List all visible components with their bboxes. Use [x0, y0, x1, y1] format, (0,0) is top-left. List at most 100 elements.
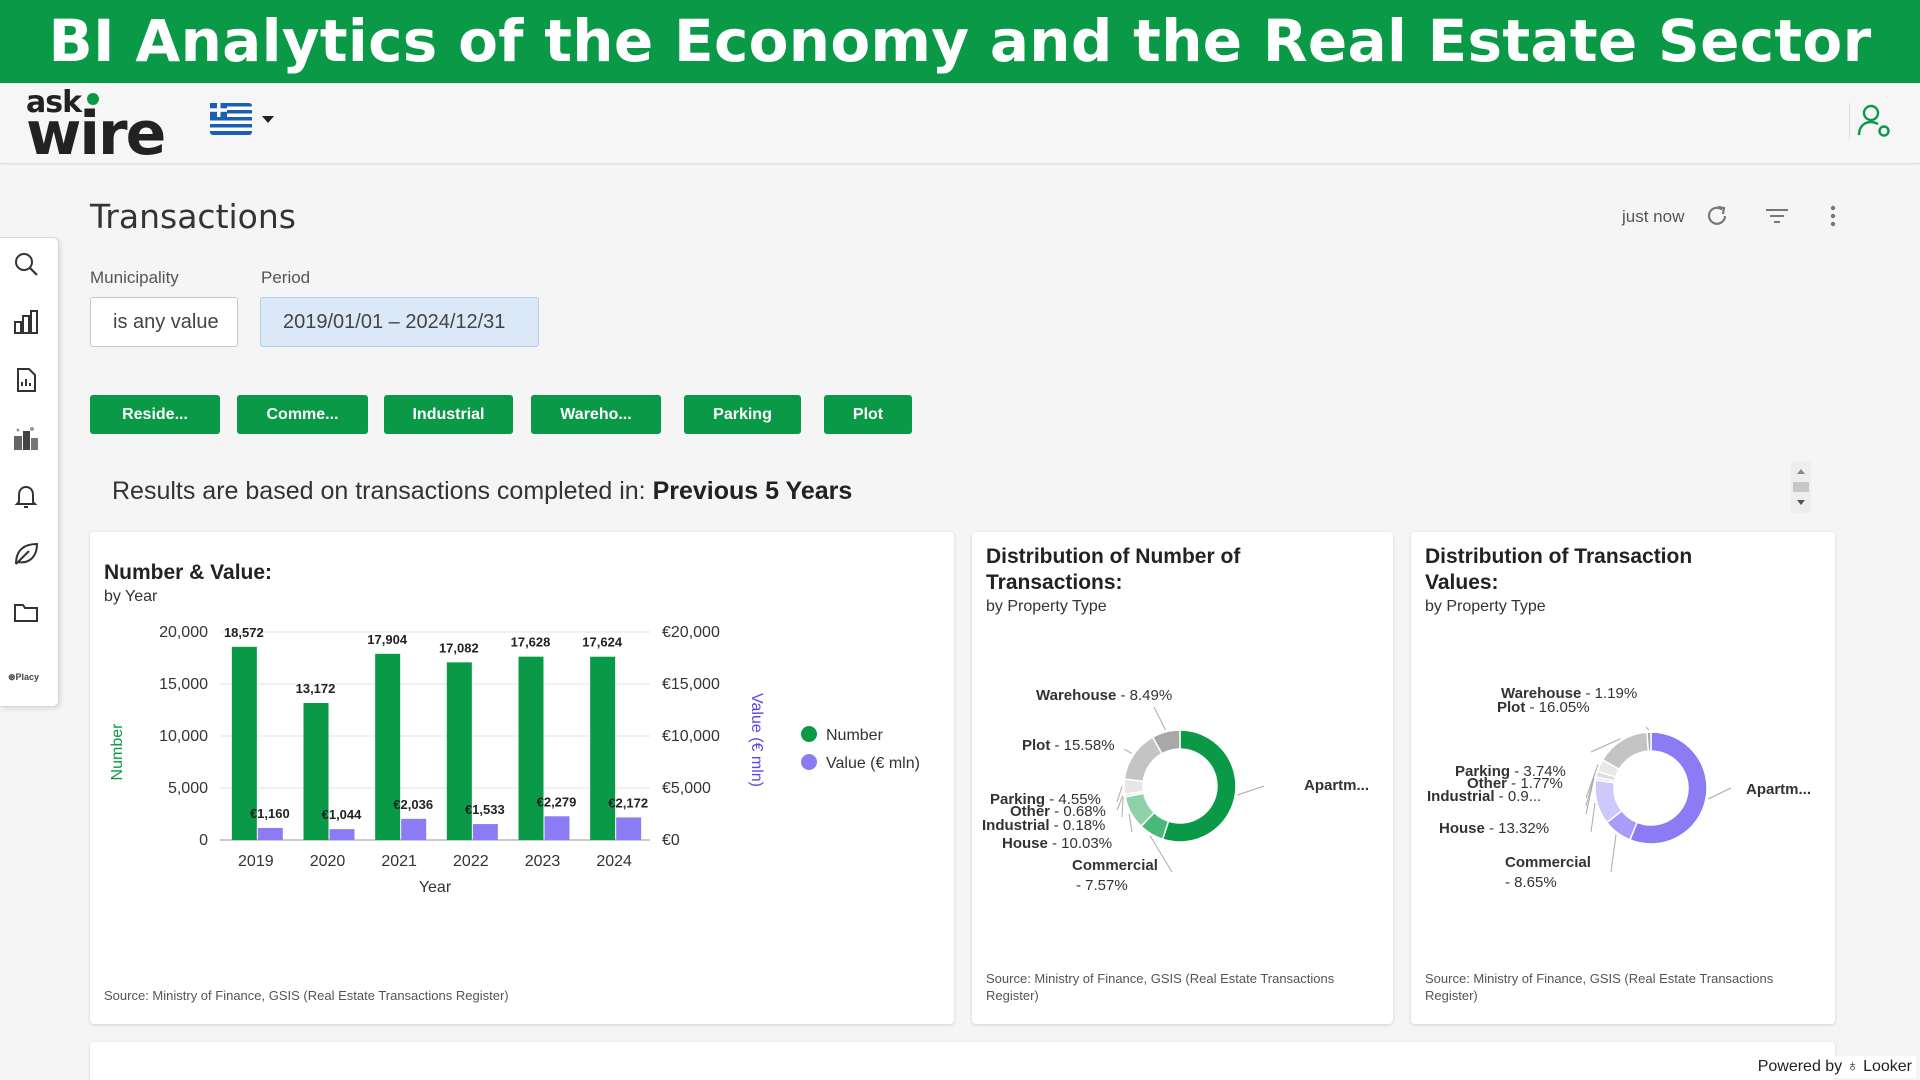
donut-slice: [1646, 731, 1652, 752]
chip-plot[interactable]: Plot: [824, 395, 912, 434]
card-title-line2: Transactions:: [986, 571, 1123, 594]
folder-icon[interactable]: [12, 598, 40, 626]
chip-warehouse[interactable]: Wareho...: [531, 395, 661, 434]
slice-label: Industrial - 0.9...: [1427, 788, 1541, 805]
legend-label-number: Number: [826, 727, 884, 744]
chip-residential[interactable]: Reside...: [90, 395, 220, 434]
y2-axis-title: Value (€ mln): [748, 693, 765, 787]
slice-leader-line: [1590, 738, 1621, 753]
legend-label-value: Value (€ mln): [826, 755, 920, 772]
chip-parking[interactable]: Parking: [684, 395, 801, 434]
bell-icon[interactable]: [12, 482, 40, 510]
card-subtitle: by Property Type: [986, 598, 1107, 615]
slice-label-value: - 8.65%: [1505, 874, 1557, 891]
report-icon[interactable]: [12, 366, 40, 394]
scroll-control[interactable]: [1791, 461, 1811, 513]
card-distribution-value: Distribution of Transaction Values: by P…: [1411, 532, 1835, 1024]
refresh-icon[interactable]: [1704, 203, 1730, 229]
slice-leader-line: [1585, 778, 1595, 815]
slice-leader-line: [1610, 834, 1617, 873]
leaf-icon[interactable]: [12, 540, 40, 568]
bar-number-label: 17,082: [439, 640, 479, 655]
card-title: Number & Value:: [104, 561, 273, 584]
number-value-bar-chart: 0 €0 5,000 €5,000 10,000 €10,000 15,000 €15,000…: [109, 624, 920, 896]
results-prefix: Results are based on transactions comple…: [112, 477, 653, 505]
chip-commercial[interactable]: Comme...: [237, 395, 368, 434]
askwire-logo[interactable]: ask wire: [26, 85, 176, 169]
slice-label: Industrial - 0.18%: [982, 817, 1105, 834]
card-source: Source: Ministry of Finance, GSIS (Real …: [986, 970, 1334, 1004]
bar-number-label: 17,624: [582, 635, 623, 650]
slice-leader-line: [1149, 835, 1173, 873]
header-divider: [1849, 103, 1850, 139]
card-title-line2: Values:: [1425, 571, 1499, 594]
bar-number-label: 17,904: [367, 632, 408, 647]
slice-leader-line: [1590, 802, 1596, 833]
slice-label: Apartm...: [1746, 781, 1811, 798]
bar-number: [518, 656, 544, 840]
y2-tick-label: €5,000: [662, 780, 711, 797]
municipality-filter[interactable]: is any value: [90, 297, 238, 347]
slice-label: Plot - 16.05%: [1497, 699, 1590, 716]
bar-value-label: €2,279: [537, 794, 577, 809]
bar-chart-icon[interactable]: [12, 308, 40, 336]
last-updated: just now: [1622, 207, 1685, 226]
results-note: Results are based on transactions comple…: [112, 477, 852, 506]
powered-by-looker[interactable]: Powered by ♁ Looker: [1753, 1056, 1916, 1078]
logo-dot: [87, 93, 99, 105]
bar-number: [446, 662, 472, 840]
y-tick-label: 10,000: [159, 728, 208, 745]
bar-number: [590, 656, 616, 840]
slice-label-value: - 7.57%: [1076, 877, 1128, 894]
banner-title: BI Analytics of the Economy and the Real…: [0, 0, 1920, 83]
bar-number: [375, 653, 401, 840]
period-filter[interactable]: 2019/01/01 – 2024/12/31: [260, 297, 539, 347]
card-subtitle: by Property Type: [1425, 598, 1546, 615]
results-period: Previous 5 Years: [652, 477, 853, 505]
y2-tick-label: €20,000: [662, 624, 720, 641]
bar-value: [401, 818, 427, 840]
chip-industrial[interactable]: Industrial: [384, 395, 513, 434]
x-tick-label: 2020: [310, 853, 346, 870]
more-vert-icon[interactable]: [1820, 203, 1846, 229]
number-distribution-donut-chart: Apartm... Commercial - 7.57% House - 10.03%…: [982, 687, 1369, 894]
greek-flag-icon[interactable]: [210, 103, 252, 135]
slice-leader-line: [1237, 785, 1265, 796]
card-source-line2: Register): [1425, 988, 1478, 1003]
slice-label: Warehouse - 1.19%: [1501, 685, 1637, 702]
placy-label: Placy: [15, 672, 40, 682]
card-source-line1: Source: Ministry of Finance, GSIS (Real …: [986, 971, 1335, 986]
bar-value-label: €1,044: [322, 807, 363, 822]
y-tick-label: 0: [199, 832, 208, 849]
slice-label: Other - 0.68%: [1010, 803, 1106, 820]
card-title-line1: Distribution of Number of: [986, 545, 1241, 568]
user-settings-icon[interactable]: [1854, 101, 1894, 141]
donut-slice: [1601, 731, 1650, 771]
bar-value-label: €2,172: [608, 795, 648, 810]
bar-value-label: €1,533: [465, 802, 505, 817]
bar-value: [616, 817, 642, 840]
search-icon[interactable]: [12, 250, 40, 278]
filter-icon[interactable]: [1764, 203, 1790, 229]
x-tick-label: 2021: [381, 853, 417, 870]
slice-label: Other - 1.77%: [1467, 775, 1563, 792]
bar-number-label: 13,172: [296, 681, 336, 696]
city-icon[interactable]: [12, 424, 40, 452]
slice-leader-line: [1128, 813, 1133, 833]
y-tick-label: 5,000: [168, 780, 208, 797]
language-dropdown-caret-icon[interactable]: [262, 116, 274, 123]
logo-ask: ask: [26, 85, 82, 120]
slice-label: House - 10.03%: [1002, 835, 1112, 852]
value-distribution-donut-chart: Apartm... Commercial - 8.65% House - 13.32%…: [1427, 685, 1811, 891]
slice-label: Apartm...: [1304, 777, 1369, 794]
slice-leader-line: [1121, 797, 1124, 818]
bar-number: [231, 646, 257, 840]
donut-slice: [1151, 729, 1181, 755]
card-distribution-number: Distribution of Number of Transactions: …: [972, 532, 1393, 1024]
slice-label: Warehouse - 8.49%: [1036, 687, 1172, 704]
slice-leader-line: [1123, 748, 1133, 754]
bar-number: [303, 703, 329, 840]
slice-label: Parking - 4.55%: [990, 791, 1101, 808]
bar-number-label: 18,572: [224, 625, 264, 640]
placy-logo[interactable]: ⊛Placy: [8, 672, 39, 683]
